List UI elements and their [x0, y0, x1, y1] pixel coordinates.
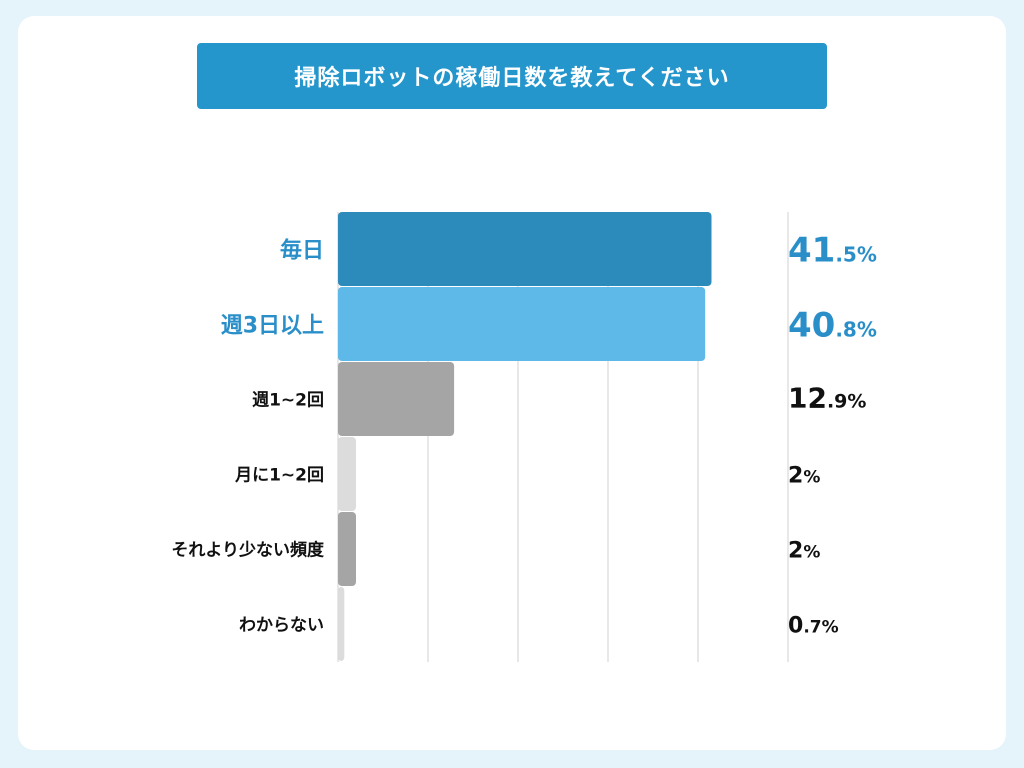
- chart-card: [18, 16, 1006, 750]
- bar: [338, 362, 455, 436]
- value-label: 12.9%: [788, 382, 866, 415]
- value-label-main: 2: [788, 464, 803, 489]
- chart-title: 掃除ロボットの稼働日数を教えてください: [197, 43, 827, 109]
- category-label: 週3日以上: [221, 314, 324, 339]
- value-label-main: 0: [788, 614, 803, 639]
- value-labels: 41.5%40.8%12.9%2%2%0.7%: [788, 231, 877, 639]
- value-label: 2%: [788, 464, 820, 489]
- value-label-sub: %: [803, 543, 820, 563]
- value-label-main: 40: [788, 306, 835, 346]
- value-label-main: 41: [788, 231, 835, 271]
- value-label-sub: .5%: [835, 243, 877, 267]
- bar: [338, 287, 706, 361]
- bar: [338, 212, 712, 286]
- value-label-sub: .7%: [803, 618, 838, 638]
- category-label: 週1~2回: [252, 391, 324, 411]
- category-label: それより少ない頻度: [171, 540, 325, 561]
- value-label: 2%: [788, 539, 820, 564]
- bar: [338, 437, 356, 511]
- category-label: 月に1~2回: [234, 466, 324, 486]
- bar: [338, 587, 345, 661]
- value-label-sub: %: [803, 468, 820, 488]
- value-label-main: 2: [788, 539, 803, 564]
- value-label-sub: .8%: [835, 318, 877, 342]
- value-label-sub: .9%: [827, 391, 866, 413]
- value-label: 41.5%: [788, 231, 877, 271]
- bars: [338, 212, 712, 661]
- value-label-main: 12: [788, 382, 827, 415]
- value-label: 40.8%: [788, 306, 877, 346]
- value-label: 0.7%: [788, 614, 839, 639]
- category-label: 毎日: [280, 239, 324, 264]
- category-label: わからない: [239, 616, 324, 636]
- bar: [338, 512, 356, 586]
